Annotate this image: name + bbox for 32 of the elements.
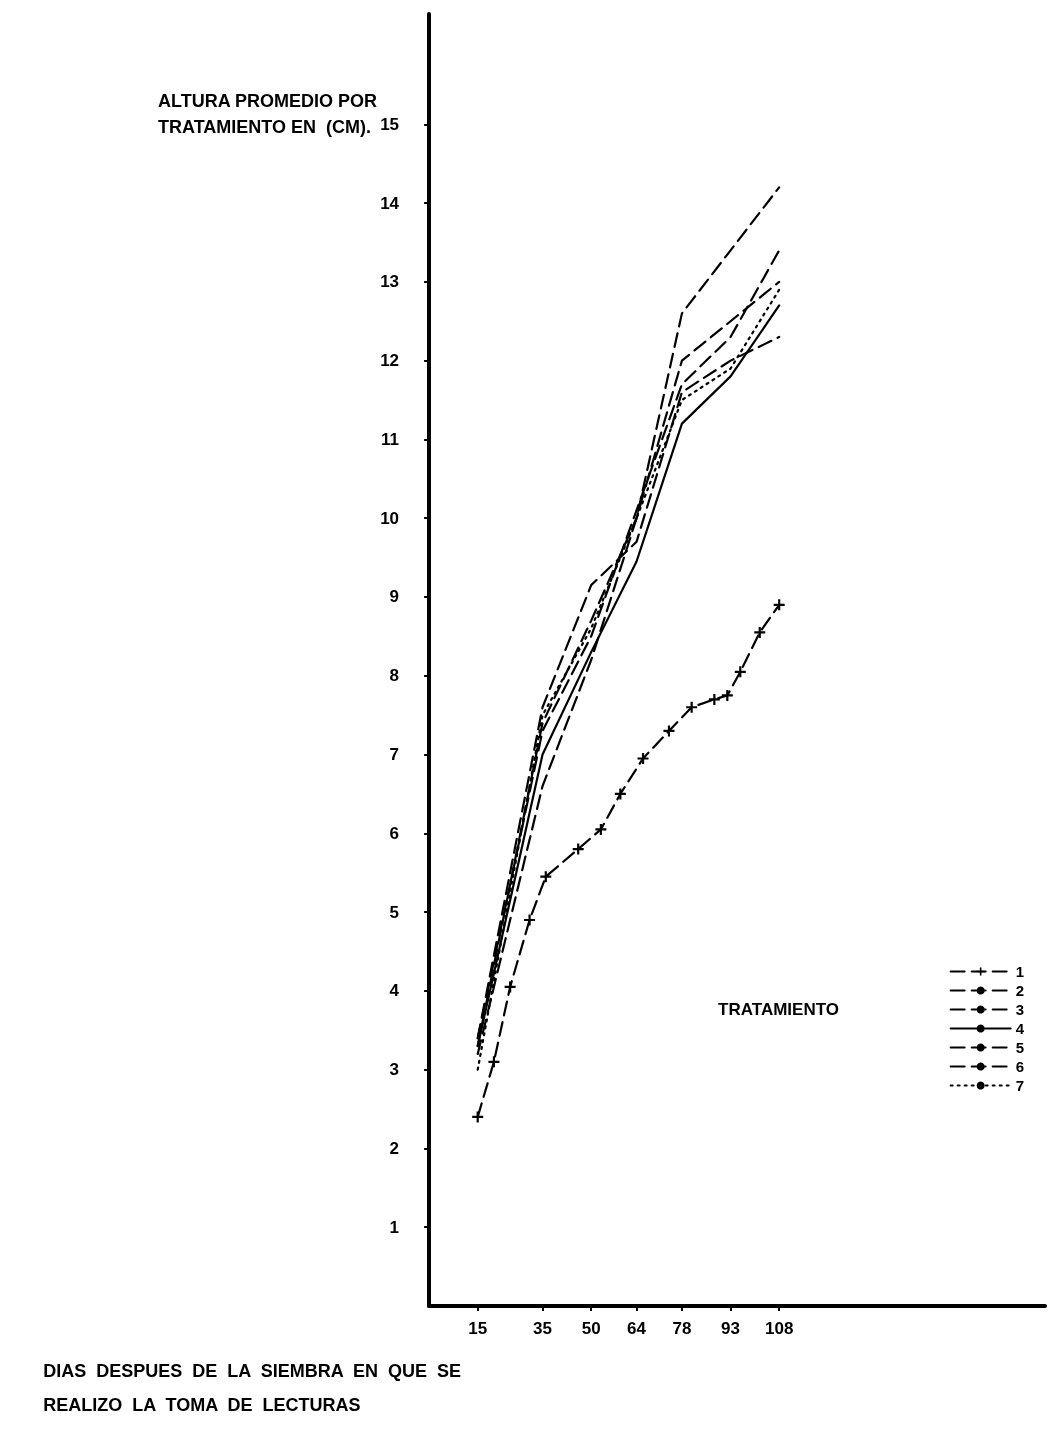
- x-tick-label: 64: [627, 1319, 647, 1338]
- x-tick-label: 78: [672, 1319, 692, 1338]
- legend-label: 5: [1015, 1039, 1024, 1056]
- y-tick-label: 1: [389, 1217, 400, 1237]
- y-tick-label: 8: [389, 666, 400, 686]
- y-tick-label: 10: [380, 508, 400, 528]
- y-tick-label: 9: [389, 587, 400, 607]
- y-tick-label: 6: [389, 823, 400, 843]
- legend-label: 3: [1015, 1001, 1024, 1018]
- y-tick-label: 13: [380, 272, 400, 292]
- legend-label: 7: [1015, 1077, 1024, 1094]
- y-tick-label: 5: [389, 902, 400, 922]
- x-tick-label: 108: [765, 1319, 794, 1338]
- legend-label: 4: [1015, 1020, 1025, 1037]
- legend-title: TRATAMIENTO: [718, 1000, 840, 1019]
- legend-label: 2: [1015, 982, 1024, 999]
- y-tick-label: 14: [380, 193, 400, 213]
- x-axis-title: DIAS DESPUES DE LA SIEMBRA EN QUE SE REALIZO LA TOMA DE LECTURAS: [43, 1361, 462, 1415]
- x-tick-label: 50: [581, 1319, 601, 1338]
- legend-label: 6: [1015, 1058, 1024, 1075]
- y-tick-label: 2: [389, 1138, 400, 1158]
- y-tick-label: 7: [389, 745, 400, 765]
- x-tick-label: 15: [468, 1319, 488, 1338]
- y-tick-label: 12: [380, 351, 400, 371]
- x-tick-label: 35: [533, 1319, 552, 1338]
- legend-label: 1: [1015, 963, 1024, 980]
- text: ALTURA PROMEDIO POR TRATAMIENTO EN (CM).: [158, 91, 377, 137]
- y-tick-label: 4: [389, 981, 400, 1001]
- y-tick-label: 15: [380, 114, 400, 134]
- y-tick-label: 3: [389, 1060, 400, 1080]
- y-tick-label: 11: [381, 429, 400, 449]
- x-tick-label: 93: [721, 1319, 741, 1338]
